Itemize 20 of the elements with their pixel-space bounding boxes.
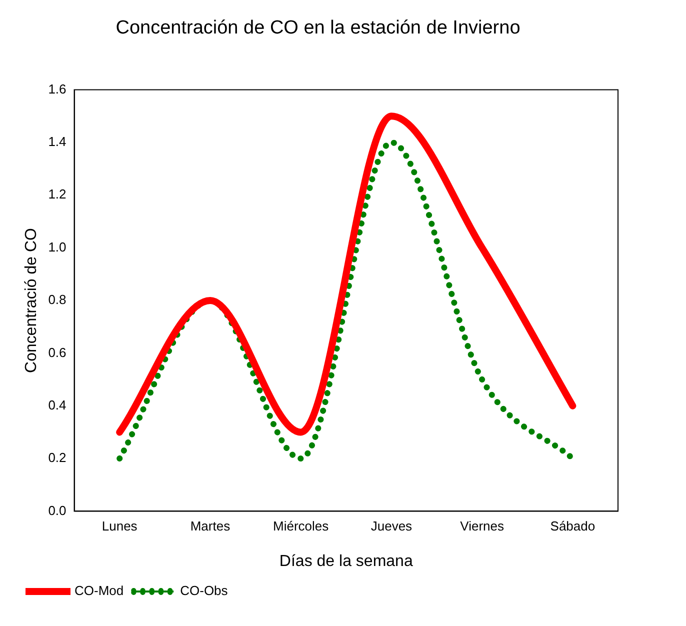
y-tick-label: 0.4 [48, 397, 66, 412]
legend-label: CO-Mod [74, 583, 124, 598]
x-tick-label: Jueves [370, 518, 413, 534]
y-tick-label: 0.2 [48, 450, 66, 466]
x-tick-label: Sábado [550, 518, 596, 534]
y-tick-label: 0.8 [48, 292, 66, 308]
legend-label: CO-Obs [180, 583, 228, 598]
y-tick-label: 1.0 [48, 239, 66, 254]
y-tick-label: 0.0 [48, 502, 66, 518]
y-tick-label: 1.2 [48, 186, 66, 202]
x-tick-label: Miércoles [273, 518, 330, 534]
y-tick-label: 1.4 [48, 134, 66, 150]
x-tick-label: Viernes [460, 518, 504, 534]
y-tick-label: 0.6 [48, 344, 66, 360]
x-tick-label: Martes [190, 518, 231, 534]
chart-title: Concentración de CO en la estación de Invierno [116, 18, 520, 39]
y-tick-label: 1.6 [48, 81, 66, 96]
x-axis-title: Días de la semana [279, 552, 413, 570]
x-tick-label: Lunes [102, 518, 138, 534]
y-axis-title: Concentració de CO [23, 228, 40, 373]
